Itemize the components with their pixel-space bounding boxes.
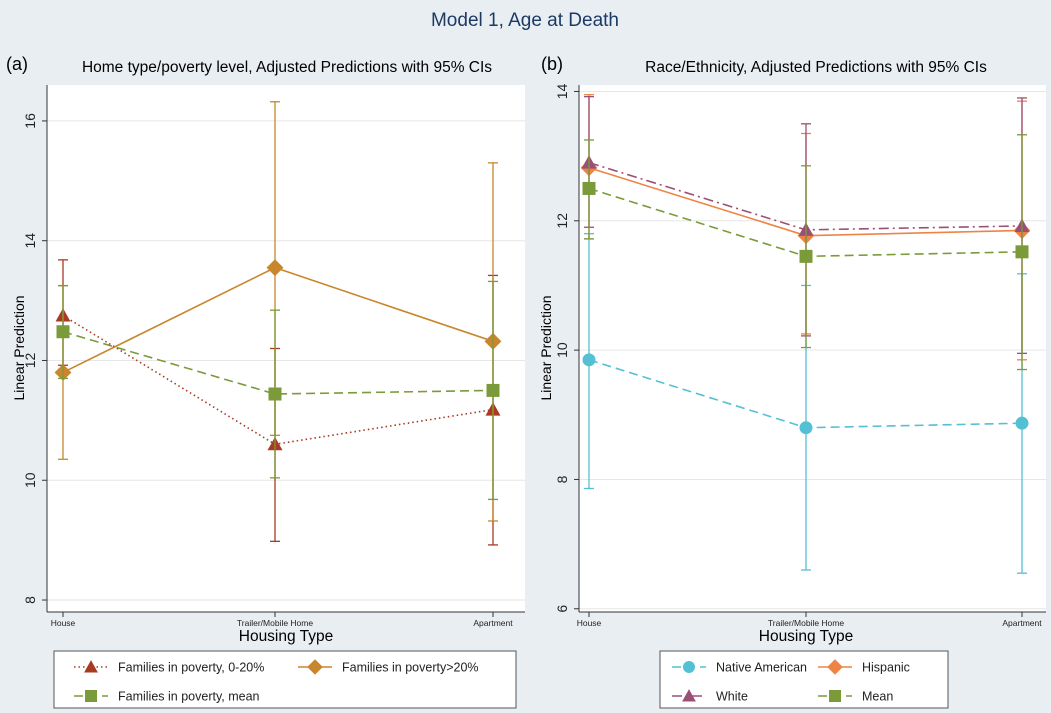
panel-a-x-ticks: House Trailer/Mobile Home Apartment <box>51 612 513 628</box>
legend-label-native-american: Native American <box>716 661 807 675</box>
legend-item-mean: Mean <box>818 690 893 704</box>
panel-a-legend: Families in poverty, 0-20% Families in po… <box>74 659 479 704</box>
y-tick-label-10: 10 <box>22 472 38 488</box>
panel-b-plot-area <box>579 85 1046 612</box>
point-families-in-poverty-mean-apartment <box>486 383 500 397</box>
point-native-american-trailer-mobile-home <box>799 421 813 435</box>
figure-title: Model 1, Age at Death <box>431 10 619 31</box>
panel-b-y-axis-label: Linear Prediction <box>538 295 554 400</box>
legend-label-families-in-poverty-0-20: Families in poverty, 0-20% <box>118 661 264 675</box>
panel-a-title: Home type/poverty level, Adjusted Predic… <box>82 59 492 76</box>
legend-label-families-in-poverty-20: Families in poverty>20% <box>342 661 479 675</box>
point-native-american-apartment <box>1015 416 1029 430</box>
panel-b-gridlines <box>579 90 1046 610</box>
legend-marker-native-american <box>683 661 695 673</box>
point-families-in-poverty-mean-house <box>56 325 70 339</box>
legend-item-families-in-poverty-mean: Families in poverty, mean <box>74 690 260 704</box>
legend-item-hispanic: Hispanic <box>818 659 910 675</box>
panel-a-home-type-poverty: (a) Home type/poverty level, Adjusted Pr… <box>6 54 525 709</box>
legend-marker-mean <box>829 690 841 702</box>
legend-item-native-american: Native American <box>672 661 807 675</box>
series-line-families-in-poverty-mean <box>62 330 494 395</box>
point-mean-apartment <box>1015 245 1029 259</box>
panel-b-x-ticks: House Trailer/Mobile Home Apartment <box>577 612 1042 628</box>
x-tick-label-trailer-mobile-home: Trailer/Mobile Home <box>768 618 844 628</box>
panel-a-y-ticks: 8 10 12 14 16 <box>22 113 47 604</box>
panel-a-series <box>54 101 502 546</box>
panel-a-x-axis-label: Housing Type <box>239 628 334 645</box>
legend-label-hispanic: Hispanic <box>862 661 910 675</box>
panel-b-y-ticks: 6 8 10 12 14 <box>554 83 579 613</box>
point-native-american-house <box>582 353 596 367</box>
y-tick-label-12: 12 <box>22 352 38 368</box>
panel-a-y-axis-label: Linear Prediction <box>11 295 27 400</box>
legend-label-white: White <box>716 690 748 704</box>
x-tick-label-apartment: Apartment <box>473 618 513 628</box>
point-families-in-poverty-20-trailer-mobile-home <box>266 259 284 277</box>
legend-item-families-in-poverty-20: Families in poverty>20% <box>298 659 479 675</box>
panel-b-series <box>580 94 1031 574</box>
panel-b-race-ethnicity: (b) Race/Ethnicity, Adjusted Predictions… <box>538 54 1046 709</box>
y-tick-label-14: 14 <box>554 83 570 99</box>
legend-marker-families-in-poverty-20 <box>307 659 323 675</box>
legend-label-mean: Mean <box>862 690 893 704</box>
legend-item-white: White <box>672 689 748 704</box>
panel-b-label: (b) <box>541 54 563 74</box>
legend-marker-hispanic <box>827 659 843 675</box>
x-tick-label-trailer-mobile-home: Trailer/Mobile Home <box>237 618 313 628</box>
panel-b-x-axis-label: Housing Type <box>759 628 854 645</box>
y-tick-label-6: 6 <box>554 605 570 613</box>
panel-b-title: Race/Ethnicity, Adjusted Predictions wit… <box>645 59 987 76</box>
legend-marker-white <box>682 689 696 702</box>
legend-label-families-in-poverty-mean: Families in poverty, mean <box>118 690 260 704</box>
x-tick-label-house: House <box>51 618 76 628</box>
point-families-in-poverty-mean-trailer-mobile-home <box>268 387 282 401</box>
y-tick-label-14: 14 <box>22 233 38 249</box>
y-tick-label-12: 12 <box>554 213 570 229</box>
panel-b-legend-box <box>659 650 949 709</box>
x-tick-label-apartment: Apartment <box>1002 618 1042 628</box>
panel-a-label: (a) <box>6 54 28 74</box>
point-mean-trailer-mobile-home <box>799 249 813 263</box>
y-tick-label-8: 8 <box>554 475 570 483</box>
y-tick-label-16: 16 <box>22 113 38 129</box>
point-mean-house <box>582 181 596 195</box>
y-tick-label-8: 8 <box>22 596 38 604</box>
y-tick-label-10: 10 <box>554 342 570 358</box>
panel-a-plot-area <box>47 85 525 612</box>
panel-a-gridlines <box>47 120 525 601</box>
x-tick-label-house: House <box>577 618 602 628</box>
panel-a-legend-box <box>53 650 517 709</box>
panel-b-legend: Native American Hispanic White Mean <box>672 659 910 704</box>
legend-marker-families-in-poverty-0-20 <box>84 660 98 673</box>
legend-marker-families-in-poverty-mean <box>85 690 97 702</box>
legend-item-families-in-poverty-0-20: Families in poverty, 0-20% <box>74 660 264 675</box>
